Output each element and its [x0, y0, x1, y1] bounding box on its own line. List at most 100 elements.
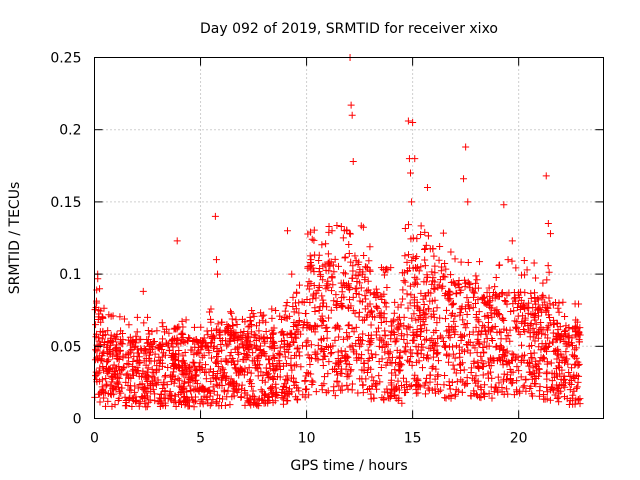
data-point-cloud — [315, 307, 323, 315]
data-point-cloud — [447, 248, 455, 256]
data-point-cloud — [566, 397, 574, 405]
data-point-cloud — [553, 355, 561, 363]
data-point-cloud — [391, 338, 399, 346]
data-point-cloud — [565, 334, 573, 342]
data-point-cloud — [97, 318, 105, 326]
data-point-cloud — [242, 355, 250, 363]
data-point-cloud — [528, 355, 536, 363]
data-point-cloud — [269, 374, 277, 382]
data-point-cloud — [510, 289, 518, 297]
data-point-cloud — [379, 266, 387, 274]
data-point-cloud — [364, 277, 372, 285]
data-point-cloud — [495, 261, 503, 269]
data-point-cloud — [227, 348, 235, 356]
data-point-cloud — [569, 391, 577, 399]
data-point-cloud — [346, 229, 354, 237]
data-point-cloud — [241, 387, 249, 395]
data-point-cloud — [462, 324, 470, 332]
data-point-cloud — [560, 353, 568, 361]
data-point-cloud — [102, 374, 110, 382]
data-point-cloud — [190, 398, 198, 406]
data-point-cloud — [213, 359, 221, 367]
data-point-cloud — [472, 379, 480, 387]
data-point-cloud — [390, 309, 398, 317]
data-point-cloud — [472, 372, 480, 380]
data-point-cloud — [504, 390, 512, 398]
data-point-cloud — [447, 311, 455, 319]
data-point-cloud — [288, 366, 296, 374]
data-point-cloud — [403, 290, 411, 298]
data-point-cloud — [423, 354, 431, 362]
data-point-cloud — [522, 387, 530, 395]
data-point-cloud — [127, 386, 135, 394]
data-point-cloud — [404, 323, 412, 331]
data-point-cloud — [343, 329, 351, 337]
data-point-cloud — [124, 370, 132, 378]
data-point-cloud — [330, 268, 338, 276]
data-point-cloud — [474, 284, 482, 292]
data-point-cloud — [347, 367, 355, 375]
data-point-cloud — [554, 347, 562, 355]
data-point-cloud — [531, 380, 539, 388]
data-point-cloud — [271, 397, 279, 405]
data-point-cloud — [96, 285, 104, 293]
data-point-cloud — [299, 342, 307, 350]
data-point-cloud — [467, 364, 475, 372]
data-point-cloud — [314, 287, 322, 295]
data-point-cloud — [488, 313, 496, 321]
data-point-cloud — [276, 312, 284, 320]
data-point-cloud — [481, 299, 489, 307]
data-point-cloud — [249, 349, 257, 357]
data-point-cloud — [99, 313, 107, 321]
data-point-cloud — [210, 387, 218, 395]
data-point-cloud — [255, 327, 263, 335]
data-point-cloud — [209, 374, 217, 382]
data-point-cloud — [234, 366, 242, 374]
data-point-cloud — [268, 305, 276, 313]
data-point-cloud — [428, 341, 436, 349]
data-point-cloud — [430, 328, 438, 336]
data-point-cloud — [458, 388, 466, 396]
data-point — [311, 328, 319, 336]
data-point-cloud — [571, 400, 579, 408]
data-point-cloud — [334, 360, 342, 368]
data-point-cloud — [134, 384, 142, 392]
data-point-cloud — [488, 304, 496, 312]
data-point — [288, 270, 296, 278]
axis-ticks: 0 0.05 0.1 0.15 0.2 0.25 0 5 10 15 20 — [50, 51, 604, 447]
data-point-cloud — [169, 349, 177, 357]
data-point-cloud — [404, 304, 412, 312]
data-point-cloud — [163, 325, 171, 333]
data-point-cloud — [303, 295, 311, 303]
data-point-cloud — [343, 334, 351, 342]
data-point-cloud — [400, 277, 408, 285]
data-point-cloud — [196, 359, 204, 367]
data-point — [92, 321, 100, 329]
data-point-cloud — [219, 395, 227, 403]
data-point-cloud — [304, 282, 312, 290]
data-point-cloud — [106, 346, 114, 354]
data-point-cloud — [391, 298, 399, 306]
data-point-cloud — [500, 370, 508, 378]
data-point-cloud — [121, 393, 129, 401]
data-point-cloud — [406, 282, 414, 290]
data-point-cloud — [487, 362, 495, 370]
data-point-cloud — [307, 256, 315, 264]
data-point-cloud — [332, 291, 340, 299]
data-point-cloud — [539, 353, 547, 361]
data-point-cloud — [96, 398, 104, 406]
data-point-cloud — [308, 377, 316, 385]
data-point-cloud — [397, 319, 405, 327]
data-point-cloud — [535, 372, 543, 380]
data-point-cloud — [452, 342, 460, 350]
data-point-cloud — [346, 230, 354, 238]
data-point-cloud — [541, 395, 549, 403]
data-point-cloud — [160, 349, 168, 357]
data-point-cloud — [201, 342, 209, 350]
data-point-cloud — [312, 294, 320, 302]
data-point — [430, 285, 438, 293]
data-point-cloud — [361, 276, 369, 284]
data-point-cloud — [230, 357, 238, 365]
data-point-cloud — [355, 333, 363, 341]
data-point-cloud — [424, 305, 432, 313]
